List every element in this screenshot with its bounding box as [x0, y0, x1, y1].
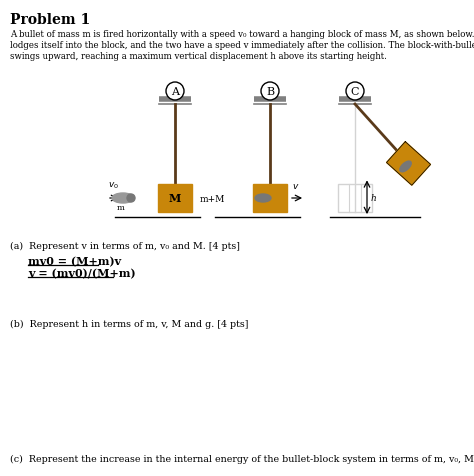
- Text: mv0 = (M+m)v: mv0 = (M+m)v: [28, 256, 121, 267]
- Bar: [338, 185, 372, 213]
- Text: swings upward, reaching a maximum vertical displacement h above its starting hei: swings upward, reaching a maximum vertic…: [10, 52, 387, 61]
- Text: $v$: $v$: [292, 182, 300, 190]
- Text: lodges itself into the block, and the two have a speed v immediately after the c: lodges itself into the block, and the tw…: [10, 41, 474, 50]
- Ellipse shape: [112, 194, 134, 204]
- Text: m+M: m+M: [200, 194, 225, 203]
- Text: Problem 1: Problem 1: [10, 13, 90, 27]
- Text: (c)  Represent the increase in the internal energy of the bullet-block system in: (c) Represent the increase in the intern…: [10, 454, 474, 463]
- Text: h: h: [371, 193, 377, 202]
- Text: C: C: [351, 87, 359, 97]
- Polygon shape: [386, 142, 430, 186]
- Text: B: B: [266, 87, 274, 97]
- Text: A bullet of mass m is fired horizontally with a speed v₀ toward a hanging block : A bullet of mass m is fired horizontally…: [10, 30, 474, 39]
- Text: $v_0$: $v_0$: [108, 180, 118, 190]
- Circle shape: [166, 83, 184, 101]
- Text: (b)  Represent h in terms of m, v, M and g. [4 pts]: (b) Represent h in terms of m, v, M and …: [10, 319, 248, 328]
- Bar: [253, 185, 287, 213]
- Text: v = (mv0)/(M+m): v = (mv0)/(M+m): [28, 268, 136, 278]
- Text: M: M: [169, 193, 181, 204]
- Circle shape: [261, 83, 279, 101]
- Text: (a)  Represent v in terms of m, v₀ and M. [4 pts]: (a) Represent v in terms of m, v₀ and M.…: [10, 241, 240, 250]
- Text: A: A: [171, 87, 179, 97]
- Ellipse shape: [255, 195, 271, 203]
- Circle shape: [346, 83, 364, 101]
- Ellipse shape: [127, 195, 135, 203]
- Text: m: m: [117, 204, 125, 211]
- Bar: [158, 185, 192, 213]
- Ellipse shape: [400, 162, 411, 172]
